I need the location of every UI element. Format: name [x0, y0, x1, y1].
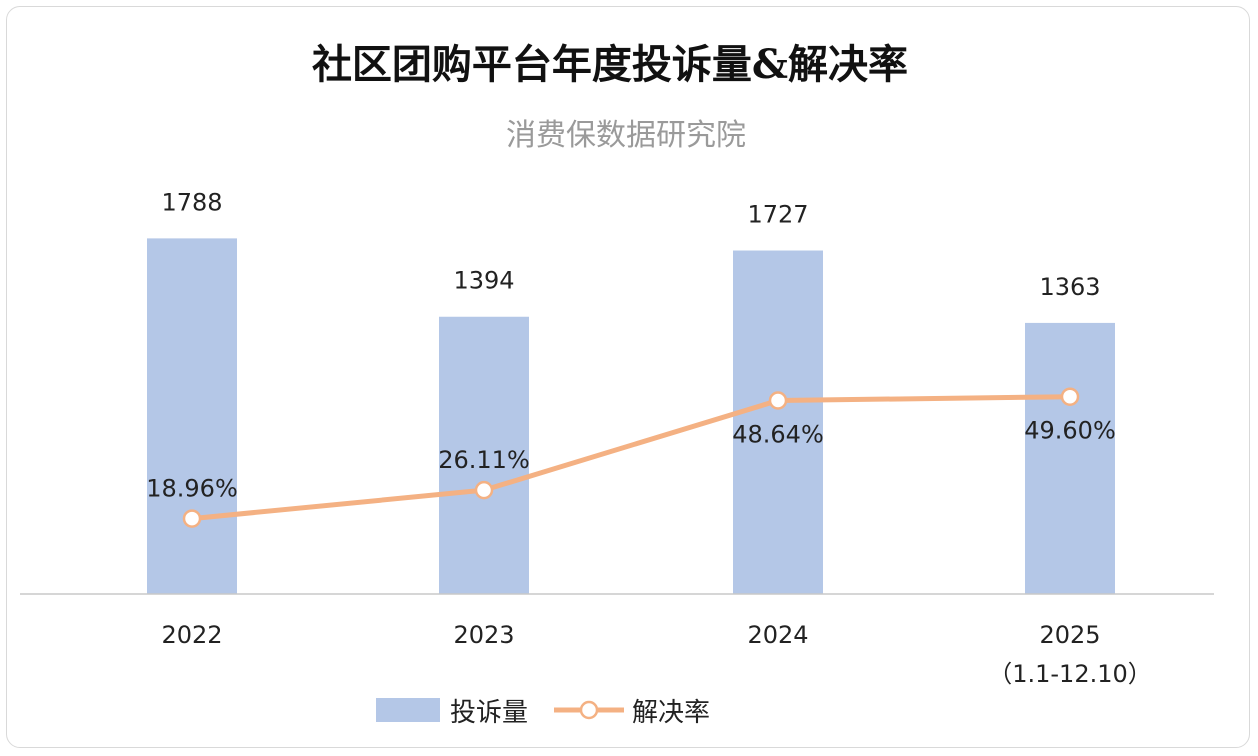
rate-label-2022: 18.96% [146, 475, 238, 503]
bar-value-label-2023: 1394 [453, 267, 514, 295]
rate-point-2024 [768, 391, 788, 410]
bar-value-label-2024: 1727 [747, 201, 808, 229]
bar-value-label-2025: 1363 [1039, 273, 1100, 301]
bar-2024 [733, 250, 823, 594]
bar-value-label-2022: 1788 [161, 188, 222, 216]
x-tick-sublabel-2025: （1.1-12.10） [988, 660, 1152, 688]
x-tick-label-2023: 2023 [453, 621, 514, 649]
legend-swatch-complaints [376, 698, 440, 722]
bar-series: 1788 1394 1727 1363 [147, 188, 1115, 595]
x-tick-label-2025: 2025 [1039, 621, 1100, 649]
x-tick-label-2024: 2024 [747, 621, 808, 649]
bar-2025 [1025, 322, 1115, 594]
rate-point-2025 [1060, 387, 1080, 406]
rate-point-2023 [474, 480, 494, 500]
rate-label-2024: 48.64% [732, 421, 824, 449]
legend-swatch-rate-marker [579, 700, 599, 720]
rate-line-series: 18.96% 26.11% 48.64% 49.60% [146, 387, 1116, 528]
bar-2023 [439, 316, 529, 594]
rate-label-2023: 26.11% [438, 446, 530, 474]
legend-label-complaints: 投诉量 [450, 698, 528, 728]
legend-label-rate: 解决率 [632, 698, 710, 728]
bar-2022 [147, 238, 237, 595]
legend: 投诉量 解决率 [376, 698, 710, 728]
chart-title: 社区团购平台年度投诉量&解决率 [312, 41, 908, 88]
rate-line [189, 394, 1073, 522]
rate-point-2022 [182, 509, 202, 528]
x-axis-tick-labels: 2022 2023 2024 2025 （1.1-12.10） [161, 621, 1151, 688]
rate-label-2025: 49.60% [1024, 417, 1116, 445]
x-tick-label-2022: 2022 [161, 621, 222, 649]
chart-subtitle: 消费保数据研究院 [506, 118, 746, 153]
